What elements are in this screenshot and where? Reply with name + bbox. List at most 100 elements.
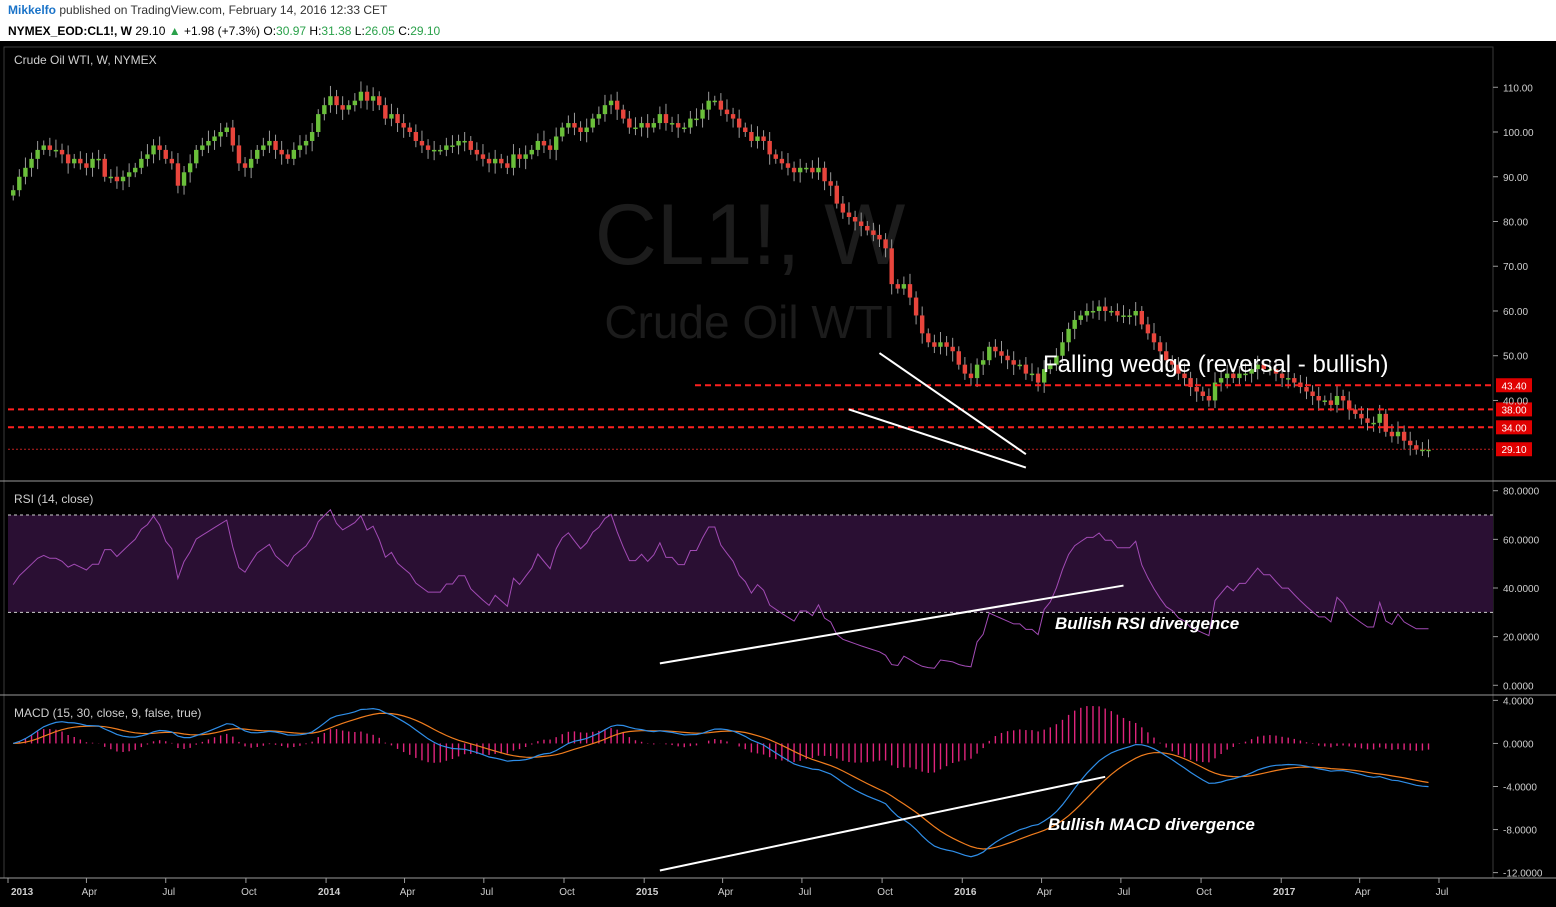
candle-body	[1286, 378, 1291, 380]
macd-divergence-line[interactable]	[659, 775, 1106, 872]
candle	[309, 123, 315, 152]
candle-body	[663, 114, 669, 124]
candle-body	[389, 114, 394, 119]
candle-body	[151, 145, 156, 155]
chart-canvas[interactable]: CL1!, W Crude Oil WTI 43.40 38.00 34.00 29.…	[0, 41, 1556, 907]
candle	[1334, 385, 1340, 413]
candle	[499, 153, 504, 169]
candle-body	[1383, 413, 1389, 432]
candle-body	[358, 91, 364, 101]
candle	[1054, 348, 1059, 371]
candle	[810, 160, 815, 179]
candle-body	[480, 154, 486, 159]
candle	[1066, 322, 1071, 352]
candle-body	[413, 132, 419, 141]
candle-body	[163, 149, 168, 159]
candle-body	[828, 181, 833, 186]
candle-body	[523, 154, 528, 159]
candle-body	[1048, 364, 1053, 370]
candle	[212, 130, 217, 150]
author-link[interactable]: Mikkelfo	[8, 3, 57, 17]
candle	[547, 139, 553, 159]
candle	[614, 91, 620, 120]
candle-body	[1029, 373, 1035, 376]
candle-body	[1414, 445, 1419, 450]
candle	[151, 139, 156, 164]
candle-body	[901, 284, 907, 289]
candle	[791, 161, 797, 182]
candle-body	[1151, 333, 1157, 343]
candle	[651, 118, 656, 133]
candle	[1127, 309, 1132, 325]
candle	[224, 122, 229, 137]
candle-body	[1322, 400, 1328, 402]
candle-body	[1212, 382, 1218, 401]
candle-body	[1365, 418, 1370, 423]
candle	[29, 152, 34, 177]
candle-body	[846, 212, 852, 218]
candle	[236, 135, 242, 171]
candle-body	[316, 114, 321, 133]
candle-body	[1237, 373, 1242, 379]
candle-body	[212, 136, 217, 141]
candle-body	[1200, 391, 1205, 396]
candle-body	[627, 118, 632, 128]
candle	[59, 143, 65, 164]
wedge-lower-line[interactable]	[848, 408, 1027, 469]
candle-body	[1267, 369, 1273, 371]
candle-body	[578, 127, 583, 133]
candle	[1096, 300, 1102, 320]
candle	[596, 106, 602, 125]
rsi-line	[12, 508, 1429, 669]
candle-body	[1279, 373, 1285, 379]
candle-body	[340, 105, 345, 110]
rsi-band	[8, 515, 1493, 613]
candle	[346, 100, 351, 115]
candle-body	[773, 154, 778, 159]
candle	[370, 87, 376, 111]
macd-pane-title: MACD (15, 30, close, 9, false, true)	[14, 706, 201, 720]
candle-body	[889, 248, 894, 285]
candle-body	[230, 127, 236, 146]
candle-body	[11, 190, 16, 196]
symbol-name[interactable]: NYMEX_EOD:CL1!, W	[8, 24, 133, 38]
candle	[779, 151, 785, 170]
candle-body	[401, 123, 406, 128]
wedge-upper-line[interactable]	[878, 352, 1027, 455]
candle-body	[779, 158, 785, 164]
candle	[187, 154, 193, 183]
candle	[163, 144, 168, 164]
candle-body	[1334, 395, 1340, 405]
candle	[206, 130, 211, 154]
candle	[230, 119, 236, 152]
candle-body	[840, 203, 846, 213]
candle-body	[1359, 413, 1364, 419]
candle-body	[895, 284, 900, 289]
candle-body	[1371, 422, 1376, 425]
candle-body	[438, 149, 443, 152]
candle	[602, 94, 608, 122]
candle	[450, 135, 455, 154]
y-tick-label: 80.00	[1503, 217, 1528, 228]
candle	[919, 306, 925, 344]
candle	[200, 137, 205, 157]
candle	[797, 158, 803, 183]
low-value: 26.05	[364, 24, 395, 38]
candle-body	[102, 158, 107, 177]
candle	[572, 112, 577, 136]
x-tick-label: Apr	[1037, 887, 1053, 898]
wedge-annotation: Falling wedge (reversal - bullish)	[1043, 351, 1388, 378]
rsi-divergence-line[interactable]	[659, 584, 1124, 665]
candle	[358, 81, 364, 109]
candle	[395, 107, 400, 133]
candle	[328, 85, 333, 113]
y-tick-label: 100.00	[1503, 128, 1534, 139]
candle-body	[1121, 315, 1126, 317]
candle	[968, 363, 974, 386]
y-tick-label: 60.0000	[1503, 535, 1540, 546]
candle	[1414, 440, 1419, 455]
candle	[804, 162, 809, 173]
candle-body	[1041, 369, 1047, 383]
level-price-label: 34.00	[1501, 423, 1526, 434]
candle	[999, 340, 1004, 364]
